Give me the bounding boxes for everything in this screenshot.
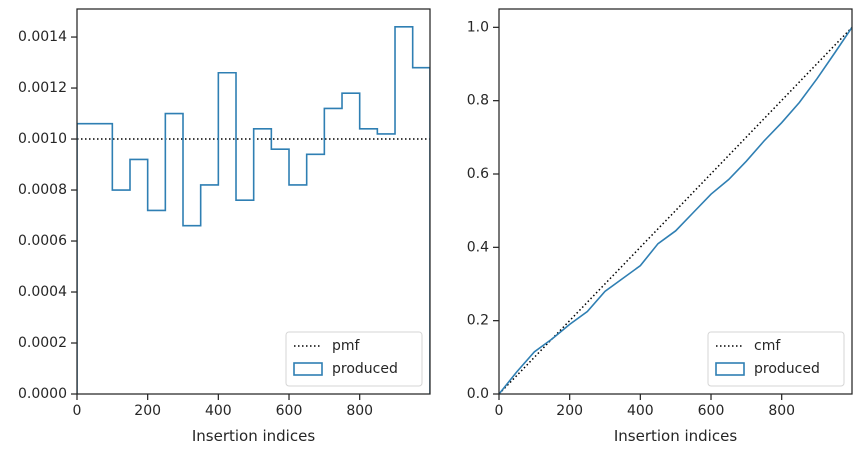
y-tick-label: 0.0008: [18, 182, 67, 198]
y-tick-label: 0.2: [467, 313, 489, 329]
plot-frame: [76, 8, 431, 395]
x-tick-label: 200: [556, 403, 583, 419]
y-tick-label: 0.0002: [18, 335, 67, 351]
legend-swatch-produced: [293, 362, 323, 376]
series-produced-line: [77, 26, 430, 394]
legend-label-pmf: pmf: [332, 338, 361, 354]
x-tick-label: 800: [346, 403, 373, 419]
y-tick-label: 1.0: [467, 19, 489, 35]
legend-box: [707, 331, 845, 387]
x-tick-label: 200: [134, 403, 161, 419]
legend: pmf produced: [285, 331, 423, 387]
legend-label-cmf: cmf: [754, 338, 781, 354]
x-tick-label: 600: [276, 403, 303, 419]
plot-frame: [498, 8, 853, 395]
series-produced-line: [499, 26, 852, 394]
y-tick-label: 0.0000: [18, 386, 67, 402]
series-cmf-reference-line: [499, 26, 852, 394]
x-tick-label: 0: [73, 403, 82, 419]
y-tick-label: 0.0010: [18, 131, 67, 147]
y-tick-label: 0.8: [467, 93, 489, 109]
cmf-panel: 0 200 400 600 800 0.0 0.2 0.4 0.6 0.8 1.0 Insertion…: [467, 8, 853, 445]
legend-label-produced: produced: [332, 361, 398, 377]
y-tick-label: 0.0014: [18, 29, 67, 45]
y-tick-label: 0.0006: [18, 233, 67, 249]
x-tick-label: 0: [495, 403, 504, 419]
y-tick-label: 0.6: [467, 166, 489, 182]
x-axis-label: Insertion indices: [192, 427, 315, 445]
x-tick-label: 400: [205, 403, 232, 419]
x-tick-label: 800: [768, 403, 795, 419]
y-tick-label: 0.0004: [18, 284, 67, 300]
legend-label-produced: produced: [754, 361, 820, 377]
legend: cmf produced: [707, 331, 845, 387]
x-tick-label: 600: [698, 403, 725, 419]
y-tick-label: 0.0012: [18, 80, 67, 96]
x-tick-label: 400: [627, 403, 654, 419]
x-axis-label: Insertion indices: [614, 427, 737, 445]
y-tick-label: 0.4: [467, 239, 489, 255]
legend-box: [285, 331, 423, 387]
pmf-panel: 0 200 400 600 800 0.0000 0.0002 0.0004 0.0006 0.0…: [18, 8, 431, 445]
y-tick-label: 0.0: [467, 386, 489, 402]
legend-swatch-produced: [715, 362, 745, 376]
